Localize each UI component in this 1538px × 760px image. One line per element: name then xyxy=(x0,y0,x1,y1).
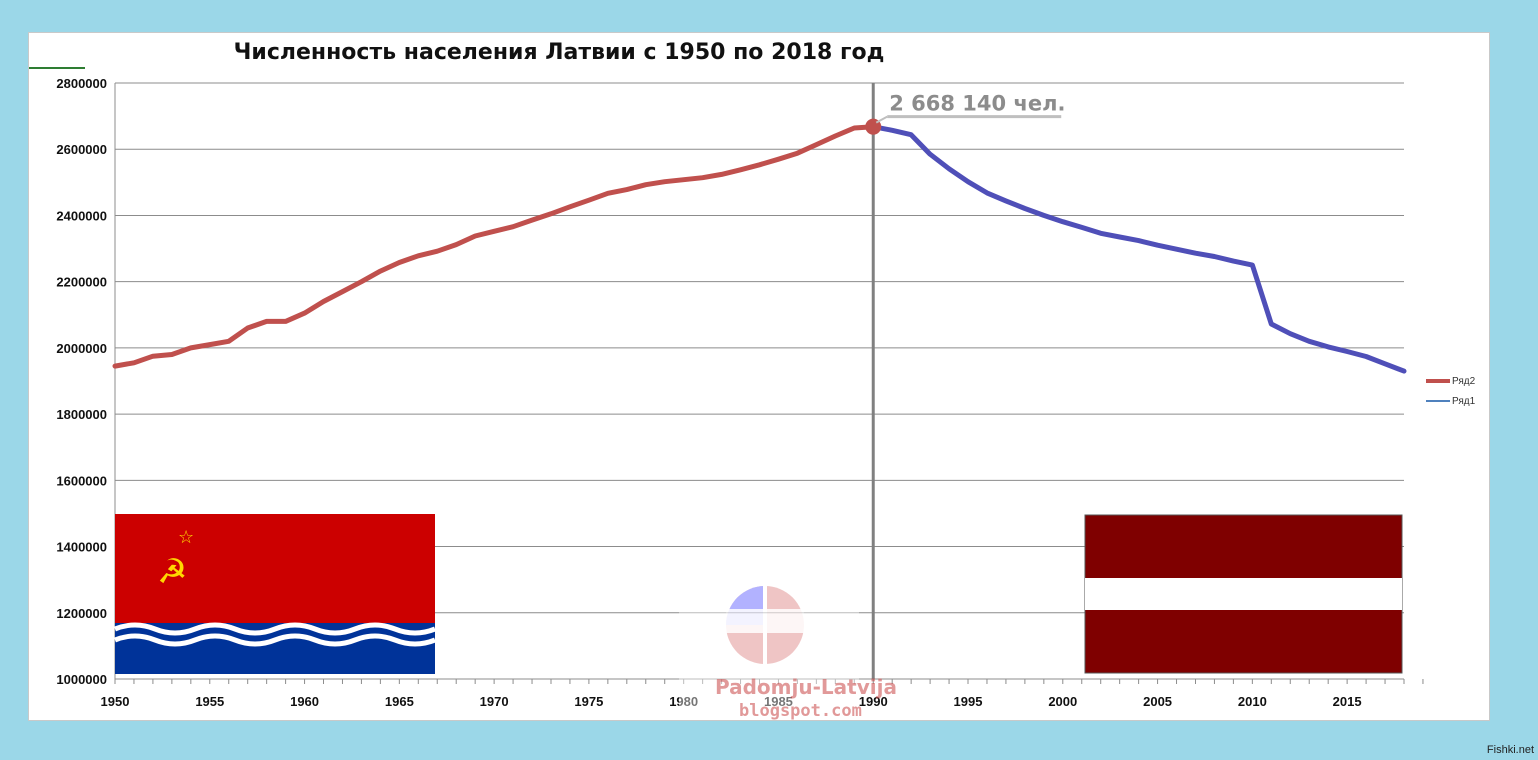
hammer-sickle-icon: ☭ xyxy=(157,552,187,592)
x-tick-label: 1995 xyxy=(954,694,983,709)
watermark-title: Padomju-Latvija xyxy=(715,675,897,699)
chart-svg: 2800000 2600000 2400000 2200000 2000000 18000… xyxy=(29,67,1424,720)
y-tick-label: 2600000 xyxy=(56,142,107,157)
x-tick-label: 1970 xyxy=(480,694,509,709)
x-tick-label: 1975 xyxy=(574,694,603,709)
watermark-url: blogspot.com xyxy=(739,701,862,721)
latvia-flag-image xyxy=(1084,514,1403,674)
x-tick-label: 2005 xyxy=(1143,694,1172,709)
series-line-Ряд2 xyxy=(112,124,876,369)
x-tick-label: 1980 xyxy=(669,694,698,709)
legend-swatch-series2 xyxy=(1426,379,1450,384)
y-tick-label: 1200000 xyxy=(56,606,107,621)
y-tick-label: 2400000 xyxy=(56,208,107,223)
series-line-Ряд1 xyxy=(870,124,1407,374)
y-tick-label: 2200000 xyxy=(56,275,107,290)
selection-handle xyxy=(29,67,85,69)
x-tick-label: 1960 xyxy=(290,694,319,709)
x-axis-ticks: 1950 1955 1960 1965 1970 1975 1980 1985 1990 1995… xyxy=(101,679,1424,709)
series-layer xyxy=(112,124,1407,374)
x-tick-label: 2015 xyxy=(1333,694,1362,709)
flag-white-stripe xyxy=(1085,578,1402,610)
legend-item-series2: Ряд2 xyxy=(1426,376,1475,387)
peak-annotation: 2 668 140 чел. xyxy=(889,92,1065,116)
legend-item-series1: Ряд1 xyxy=(1426,396,1475,407)
chart-frame: Численность населения Латвии с 1950 по 2… xyxy=(28,32,1490,721)
x-tick-label: 2000 xyxy=(1048,694,1077,709)
chart-title: Численность населения Латвии с 1950 по 2… xyxy=(233,40,885,65)
y-tick-label: 1000000 xyxy=(56,672,107,687)
legend-swatch-series1 xyxy=(1426,400,1450,403)
y-tick-label: 1400000 xyxy=(56,540,107,555)
flag-wave-2 xyxy=(114,633,436,647)
annotation-leader xyxy=(875,115,888,124)
x-tick-label: 1965 xyxy=(385,694,414,709)
x-tick-label: 1950 xyxy=(101,694,130,709)
watermark-logo-icon xyxy=(679,586,859,720)
y-tick-label: 2800000 xyxy=(56,76,107,91)
x-tick-label: 2010 xyxy=(1238,694,1267,709)
latvian-ssr-flag-image: ☆ ☭ xyxy=(114,514,436,674)
y-axis-ticks: 2800000 2600000 2400000 2200000 2000000 18000… xyxy=(56,76,107,687)
star-icon: ☆ xyxy=(178,527,194,548)
y-tick-label: 2000000 xyxy=(56,341,107,356)
flag-wave-1 xyxy=(114,622,436,636)
x-tick-label: 1985 xyxy=(764,694,793,709)
x-tick-label: 1990 xyxy=(859,694,888,709)
y-tick-label: 1800000 xyxy=(56,407,107,422)
y-tick-label: 1600000 xyxy=(56,473,107,488)
x-tick-label: 1955 xyxy=(195,694,224,709)
site-credit: Fishki.net xyxy=(1486,744,1534,756)
